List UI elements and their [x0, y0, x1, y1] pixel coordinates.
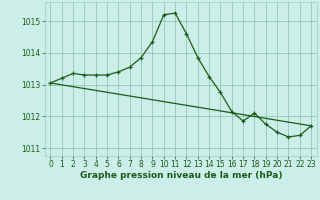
X-axis label: Graphe pression niveau de la mer (hPa): Graphe pression niveau de la mer (hPa) — [80, 171, 282, 180]
